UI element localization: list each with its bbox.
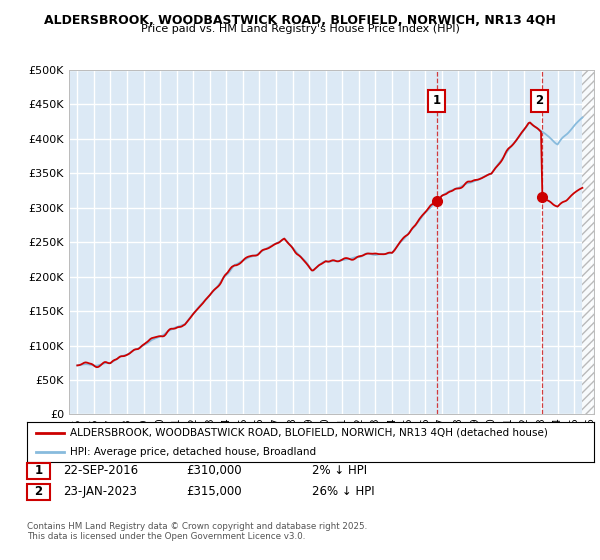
Text: £310,000: £310,000 [186, 464, 242, 478]
Text: £315,000: £315,000 [186, 485, 242, 498]
Text: ALDERSBROOK, WOODBASTWICK ROAD, BLOFIELD, NORWICH, NR13 4QH: ALDERSBROOK, WOODBASTWICK ROAD, BLOFIELD… [44, 14, 556, 27]
Text: ALDERSBROOK, WOODBASTWICK ROAD, BLOFIELD, NORWICH, NR13 4QH (detached house): ALDERSBROOK, WOODBASTWICK ROAD, BLOFIELD… [70, 428, 547, 437]
Text: Contains HM Land Registry data © Crown copyright and database right 2025.
This d: Contains HM Land Registry data © Crown c… [27, 522, 367, 542]
Text: 26% ↓ HPI: 26% ↓ HPI [312, 485, 374, 498]
Text: 23-JAN-2023: 23-JAN-2023 [63, 485, 137, 498]
Text: HPI: Average price, detached house, Broadland: HPI: Average price, detached house, Broa… [70, 447, 316, 457]
Text: 1: 1 [34, 464, 43, 478]
Text: 2% ↓ HPI: 2% ↓ HPI [312, 464, 367, 478]
Text: 22-SEP-2016: 22-SEP-2016 [63, 464, 138, 478]
Text: 2: 2 [535, 95, 544, 108]
Text: Price paid vs. HM Land Registry's House Price Index (HPI): Price paid vs. HM Land Registry's House … [140, 24, 460, 34]
Bar [583, 70, 594, 414]
Text: 2: 2 [34, 485, 43, 498]
Text: 1: 1 [433, 95, 441, 108]
